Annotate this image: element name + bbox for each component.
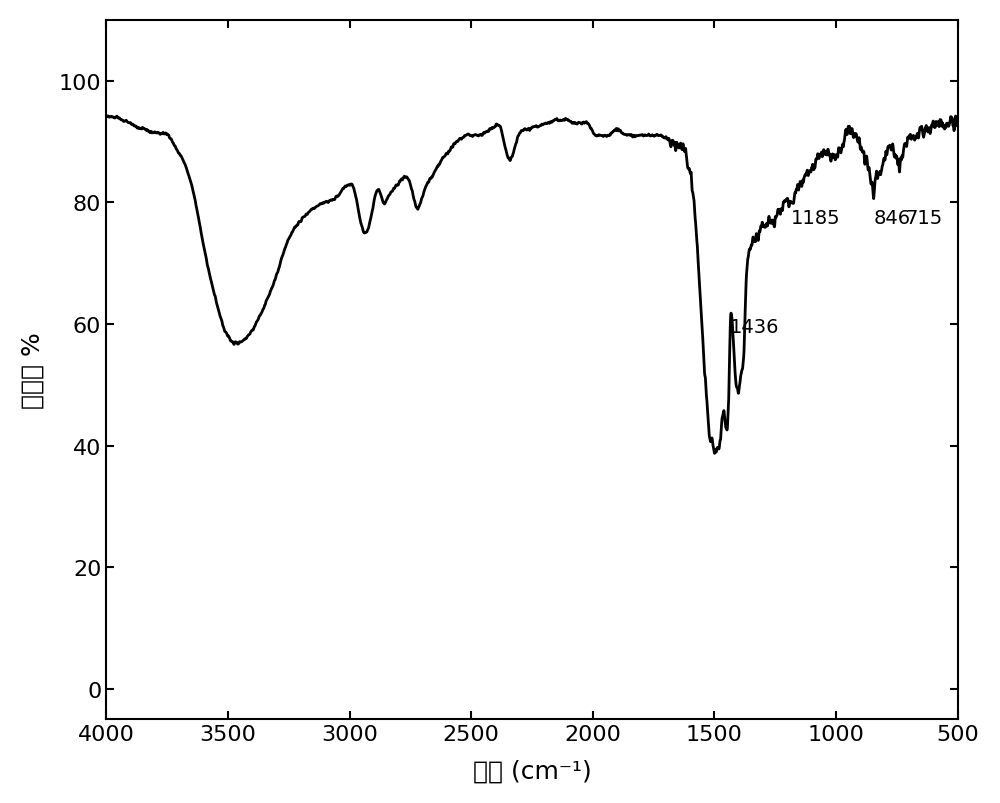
Text: 715: 715 <box>905 209 943 227</box>
Text: 846: 846 <box>874 209 911 227</box>
Text: 1436: 1436 <box>730 318 780 336</box>
Text: 1185: 1185 <box>791 209 841 227</box>
X-axis label: 波数 (cm⁻¹): 波数 (cm⁻¹) <box>473 758 591 782</box>
Y-axis label: 透光率 %: 透光率 % <box>21 332 45 409</box>
